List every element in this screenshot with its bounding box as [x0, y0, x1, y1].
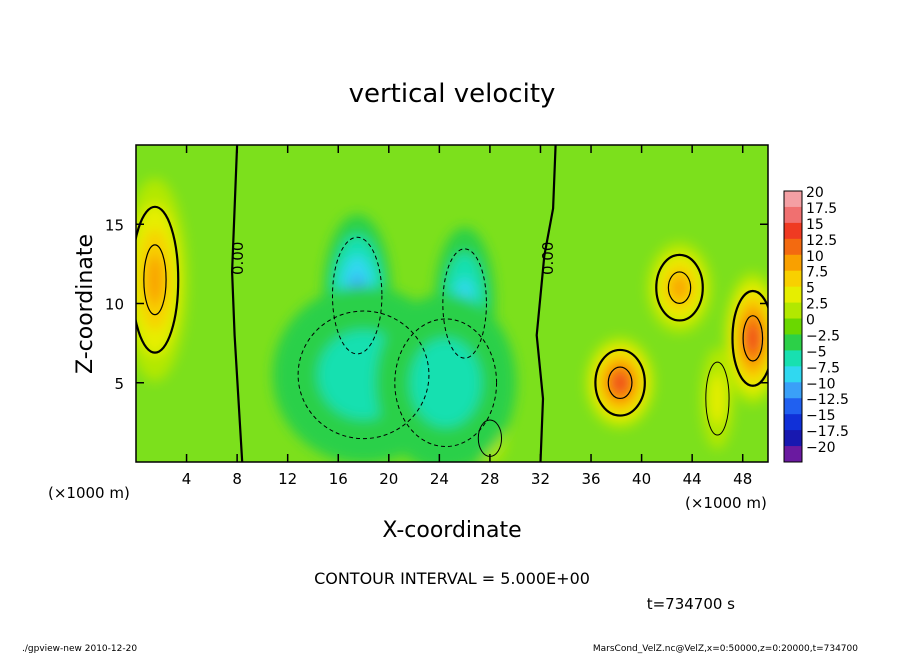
colorbar-swatch	[784, 430, 802, 447]
x-unit-left: (×1000 m)	[48, 484, 130, 502]
colorbar-label: 0	[806, 313, 815, 329]
colorbar-swatch	[784, 222, 802, 240]
contour-lines	[136, 145, 768, 462]
colorbar-frame	[783, 190, 803, 463]
x-tick-label: 48	[733, 470, 752, 488]
x-tick-label: 12	[278, 470, 297, 488]
contour-inner-3	[742, 315, 764, 362]
contour-downdraft-8	[297, 310, 430, 440]
colorbar-label: 17.5	[806, 201, 837, 217]
colorbar-label: −12.5	[806, 392, 849, 408]
colorbar-label: −20	[806, 440, 836, 456]
colorbar-label: −2.5	[806, 328, 840, 344]
field-blob-updraft-0-3	[146, 254, 164, 306]
field-blob-updraft-3-5	[748, 327, 758, 350]
colorbar-label: 12.5	[806, 233, 837, 249]
field-blob-downdraft-9-1	[410, 338, 482, 428]
colorbar-swatch	[784, 238, 802, 256]
colorbar-swatch	[784, 191, 802, 208]
zero-contour-label-left: 0.00	[229, 242, 247, 275]
colorbar-label: −10	[806, 376, 836, 392]
colorbar-swatch	[784, 334, 802, 351]
x-tick-label: 44	[683, 470, 702, 488]
x-tick-label: 20	[379, 470, 398, 488]
colorbar-label: 5	[806, 281, 815, 297]
y-tick-label: 10	[105, 296, 124, 314]
contour-inner-0	[143, 244, 167, 316]
colorbar-swatch	[784, 398, 802, 415]
contour-updraft-3	[731, 289, 768, 387]
footer-left: ./gpview-new 2010-12-20	[22, 644, 137, 654]
colorbar-swatch	[784, 414, 802, 431]
colorbar-swatch	[784, 318, 802, 335]
colorbar-swatch	[784, 206, 802, 224]
colorbar-label: −5	[806, 344, 827, 360]
field-blob-updraft-2-3	[671, 276, 688, 300]
colorbar-label: 2.5	[806, 297, 828, 313]
x-tick-label: 32	[531, 470, 550, 488]
chart-title: vertical velocity	[349, 79, 556, 109]
y-tick-label: 5	[114, 375, 124, 393]
zero-contour-1	[535, 145, 557, 462]
x-tick-label: 4	[182, 470, 192, 488]
contour-updraft-2	[655, 253, 704, 322]
plot-area	[136, 145, 768, 462]
colorbar-swatch	[784, 254, 802, 272]
colorbar-label: −17.5	[806, 424, 849, 440]
contour-updraft-1	[594, 348, 646, 417]
field-blob-updraft-1-5	[614, 375, 626, 391]
contour-updraft-0	[136, 205, 180, 354]
x-unit-right: (×1000 m)	[685, 494, 767, 512]
colorbar-swatch	[784, 270, 802, 288]
colorbar-label: 7.5	[806, 265, 828, 281]
colorbar-swatch	[784, 382, 802, 399]
contour-interval-text: CONTOUR INTERVAL = 5.000E+00	[314, 569, 590, 588]
x-axis: 4 8 12 16 20 24 28 32 36 40 44 48	[182, 145, 752, 488]
y-axis-label: Z-coordinate	[73, 234, 98, 374]
colorbar-swatch	[784, 446, 802, 463]
contour-updraft-4	[705, 361, 730, 436]
contour-inner-1	[607, 366, 633, 400]
colorbar-label: 20	[806, 185, 824, 201]
contour-downdraft-9	[394, 318, 498, 448]
x-tick-label: 36	[581, 470, 600, 488]
time-text: t=734700 s	[647, 595, 735, 613]
colorbar-label: −15	[806, 408, 836, 424]
x-tick-label: 24	[430, 470, 449, 488]
contour-downdraft-7	[442, 248, 487, 359]
zero-contour-label-right: 0.00	[539, 242, 557, 275]
contour-downdraft-6	[331, 236, 383, 355]
colorbar-label: −7.5	[806, 360, 840, 376]
colorbar-swatch	[784, 350, 802, 367]
x-axis-label: X-coordinate	[382, 518, 521, 543]
colorbar-label: 15	[806, 217, 824, 233]
field-blob-updraft-4-1	[709, 373, 726, 424]
colorbar-label: 10	[806, 249, 824, 265]
footer-right: MarsCond_VelZ.nc@VelZ,x=0:50000,z=0:2000…	[593, 644, 858, 654]
colorbar: 2017.51512.5107.552.50−2.5−5−7.5−10−12.5…	[783, 185, 849, 463]
y-axis: 5 10 15	[105, 216, 768, 393]
y-tick-label: 15	[105, 216, 124, 234]
colorbar-swatch	[784, 366, 802, 383]
contour-inner-2	[667, 271, 692, 304]
x-tick-label: 16	[329, 470, 348, 488]
colorbar-swatch	[784, 286, 802, 304]
zero-contour-0	[230, 145, 244, 462]
x-tick-label: 28	[480, 470, 499, 488]
colorbar-swatch	[784, 302, 802, 320]
x-tick-label: 40	[632, 470, 651, 488]
x-tick-label: 8	[232, 470, 242, 488]
